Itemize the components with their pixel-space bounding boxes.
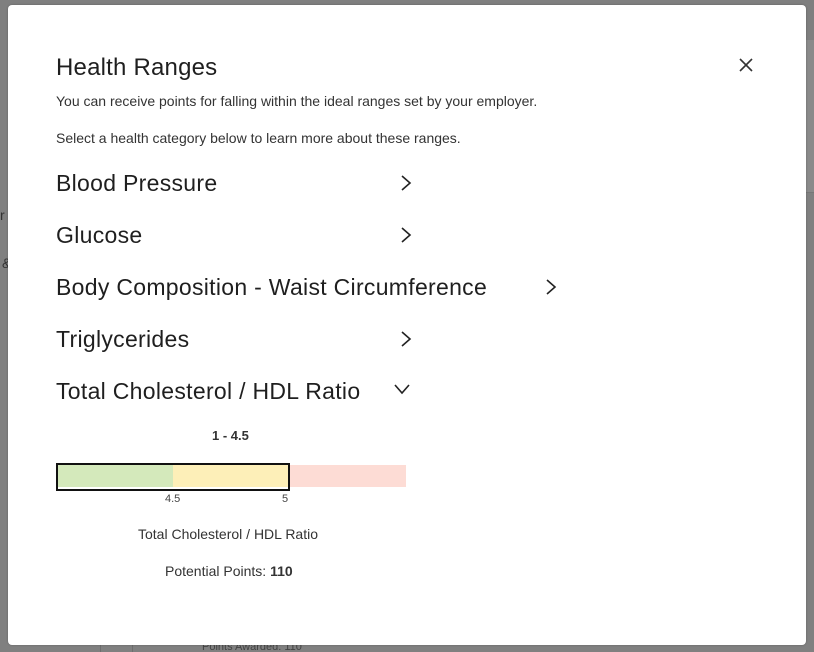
ideal-range-label: 1 - 4.5 bbox=[212, 428, 249, 443]
chevron-right-icon[interactable] bbox=[543, 277, 559, 297]
chevron-right-icon[interactable] bbox=[398, 225, 414, 245]
health-ranges-modal: Health Ranges You can receive points for… bbox=[8, 5, 806, 645]
category-cholesterol-hdl-ratio[interactable]: Total Cholesterol / HDL Ratio bbox=[56, 374, 360, 408]
category-blood-pressure[interactable]: Blood Pressure bbox=[56, 166, 217, 200]
background-points-awarded: Points Awarded: 110 bbox=[202, 641, 302, 652]
category-glucose[interactable]: Glucose bbox=[56, 218, 142, 252]
modal-instruction: Select a health category below to learn … bbox=[56, 130, 461, 146]
range-selection-outline bbox=[56, 463, 290, 491]
close-button[interactable] bbox=[735, 54, 757, 76]
range-segment-ideal bbox=[57, 465, 173, 487]
modal-title: Health Ranges bbox=[56, 54, 218, 81]
category-label: Glucose bbox=[56, 221, 143, 248]
close-icon bbox=[739, 58, 753, 72]
range-tick-label: 5 bbox=[282, 493, 289, 505]
category-label: Triglycerides bbox=[56, 325, 190, 352]
range-segment-high bbox=[289, 465, 406, 487]
range-tick-label: 4.5 bbox=[165, 493, 181, 505]
category-label: Total Cholesterol / HDL Ratio bbox=[56, 377, 361, 404]
potential-points-label: Potential Points: bbox=[165, 563, 271, 579]
background-divider bbox=[100, 644, 101, 652]
category-triglycerides[interactable]: Triglycerides bbox=[56, 322, 189, 356]
background-text-fragment: & bbox=[2, 255, 12, 271]
range-bar bbox=[56, 461, 408, 491]
potential-points-value: 110 bbox=[270, 563, 293, 579]
background-text-fragment: r bbox=[0, 207, 5, 223]
background-panel bbox=[806, 40, 814, 193]
category-waist-circumference[interactable]: Body Composition - Waist Circumference bbox=[56, 270, 487, 304]
modal-subtitle: You can receive points for falling withi… bbox=[56, 93, 538, 109]
chevron-right-icon[interactable] bbox=[398, 173, 414, 193]
measure-name: Total Cholesterol / HDL Ratio bbox=[138, 526, 319, 542]
potential-points: Potential Points: 110 bbox=[165, 563, 293, 579]
chevron-down-icon[interactable] bbox=[392, 381, 412, 397]
range-segment-moderate bbox=[173, 465, 289, 487]
category-label: Body Composition - Waist Circumference bbox=[56, 273, 488, 300]
category-label: Blood Pressure bbox=[56, 169, 218, 196]
chevron-right-icon[interactable] bbox=[398, 329, 414, 349]
background-divider bbox=[132, 644, 133, 652]
